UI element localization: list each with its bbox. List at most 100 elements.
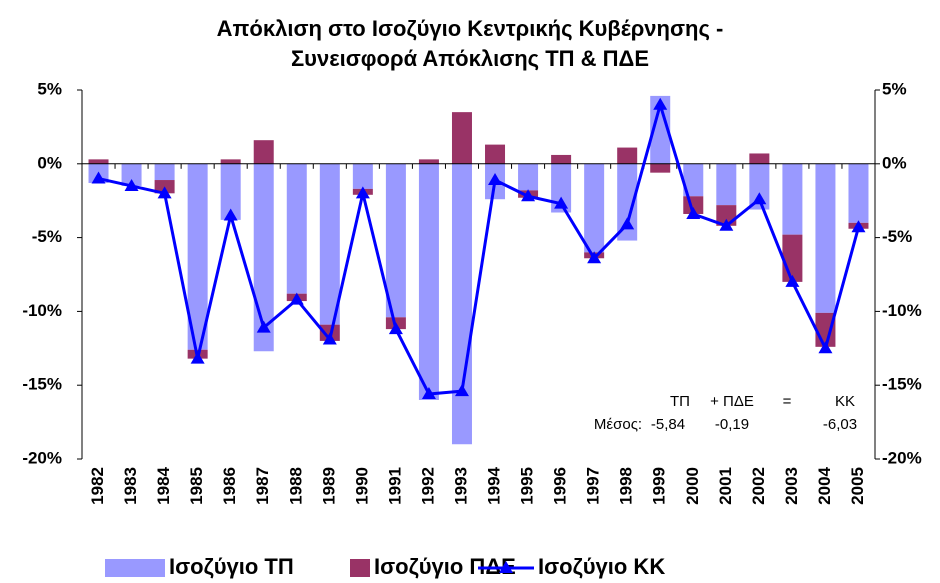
bar bbox=[319, 163, 340, 325]
annotation-value: -6,03 bbox=[823, 416, 857, 433]
line-marker bbox=[752, 192, 767, 205]
y2-tick-label: 0% bbox=[882, 153, 907, 172]
x-tick-label: 2002 bbox=[749, 467, 768, 505]
x-tick-label: 1983 bbox=[121, 467, 140, 505]
bar bbox=[418, 159, 439, 164]
y2-tick-label: 5% bbox=[882, 79, 907, 98]
legend-label: Ισοζύγιο ΤΠ bbox=[169, 554, 294, 579]
bar bbox=[617, 163, 638, 241]
x-tick-label: 2003 bbox=[782, 467, 801, 505]
bar bbox=[418, 163, 439, 400]
x-tick-label: 1982 bbox=[88, 467, 107, 505]
annotation-header: = bbox=[783, 393, 792, 410]
bar bbox=[154, 163, 175, 181]
bar bbox=[121, 163, 142, 186]
x-tick-label: 1994 bbox=[485, 466, 504, 504]
x-tick-label: 1997 bbox=[584, 467, 603, 505]
x-tick-label: 2001 bbox=[716, 467, 735, 505]
line-marker bbox=[620, 217, 635, 230]
y2-tick-label: -10% bbox=[882, 301, 922, 320]
bar bbox=[716, 163, 737, 206]
line-marker bbox=[256, 320, 271, 333]
bar bbox=[451, 163, 472, 445]
bar bbox=[749, 153, 770, 164]
bar bbox=[485, 144, 506, 164]
y2-tick-label: -15% bbox=[882, 375, 922, 394]
y-tick-label: -15% bbox=[22, 375, 62, 394]
x-tick-label: 1991 bbox=[385, 467, 404, 505]
bar bbox=[683, 163, 704, 197]
line bbox=[98, 99, 860, 396]
bar bbox=[220, 159, 241, 164]
annotation-value: -5,84 bbox=[651, 416, 685, 433]
x-tick-label: 2005 bbox=[848, 467, 867, 505]
line-marker bbox=[851, 220, 866, 233]
y-tick-label: 5% bbox=[37, 79, 62, 98]
y-tick-label: -5% bbox=[32, 227, 62, 246]
bar bbox=[551, 163, 572, 213]
annotation-header: ΚΚ bbox=[835, 393, 855, 410]
x-tick-label: 1986 bbox=[220, 467, 239, 505]
x-tick-label: 1984 bbox=[154, 466, 173, 504]
line-marker bbox=[388, 322, 403, 335]
legend-swatch bbox=[350, 559, 370, 577]
x-tick-label: 1998 bbox=[617, 467, 636, 505]
bar bbox=[782, 163, 803, 235]
legend-label: Ισοζύγιο ΠΔΕ bbox=[374, 554, 516, 579]
y2-tick-label: -5% bbox=[882, 227, 912, 246]
bar bbox=[551, 154, 572, 164]
bar bbox=[451, 112, 472, 164]
annotation-header: + ΠΔΕ bbox=[710, 393, 754, 410]
line-marker bbox=[91, 171, 106, 184]
x-tick-label: 1993 bbox=[451, 467, 470, 505]
x-tick-label: 1985 bbox=[187, 467, 206, 505]
line-marker bbox=[488, 173, 503, 186]
line-marker bbox=[554, 196, 569, 209]
line-marker bbox=[421, 387, 436, 400]
chart-title: Απόκλιση στο Ισοζύγιο Κεντρικής Κυβέρνησ… bbox=[217, 16, 724, 41]
bar bbox=[187, 163, 208, 350]
bar bbox=[88, 159, 109, 164]
line-marker bbox=[289, 292, 304, 305]
bar bbox=[518, 163, 539, 191]
line-marker bbox=[157, 186, 172, 199]
y-tick-label: 0% bbox=[37, 153, 62, 172]
line-marker bbox=[653, 97, 668, 110]
line-marker bbox=[521, 189, 536, 202]
x-tick-label: 1996 bbox=[551, 467, 570, 505]
line-marker bbox=[785, 274, 800, 287]
line-marker bbox=[454, 384, 469, 397]
bar bbox=[815, 163, 836, 313]
x-tick-label: 1995 bbox=[518, 467, 537, 505]
line-marker bbox=[719, 218, 734, 231]
bar bbox=[286, 163, 307, 294]
x-tick-label: 1988 bbox=[286, 467, 305, 505]
bar bbox=[584, 163, 605, 253]
line-marker bbox=[355, 186, 370, 199]
x-tick-label: 2000 bbox=[683, 467, 702, 505]
legend-marker bbox=[499, 561, 513, 573]
x-tick-label: 2004 bbox=[815, 466, 834, 504]
annotation-header: ΤΠ bbox=[670, 393, 690, 410]
bar bbox=[220, 163, 241, 220]
x-tick-label: 1992 bbox=[418, 467, 437, 505]
bar bbox=[650, 95, 671, 164]
y2-tick-label: -20% bbox=[882, 448, 922, 467]
x-tick-label: 1999 bbox=[650, 467, 669, 505]
line-marker bbox=[686, 206, 701, 219]
annotation-value: -0,19 bbox=[715, 416, 749, 433]
legend-label: Ισοζύγιο ΚΚ bbox=[538, 554, 665, 579]
bar bbox=[617, 147, 638, 164]
x-tick-label: 1990 bbox=[352, 467, 371, 505]
bar bbox=[749, 163, 770, 210]
chart-title: Συνεισφορά Απόκλισης ΤΠ & ΠΔΕ bbox=[291, 46, 649, 71]
bar bbox=[352, 163, 373, 189]
bar bbox=[253, 163, 274, 352]
bar bbox=[650, 163, 671, 173]
line-marker bbox=[322, 332, 337, 345]
line-marker bbox=[223, 208, 238, 221]
x-tick-label: 1989 bbox=[319, 467, 338, 505]
bar bbox=[253, 140, 274, 164]
annotation-label: Μέσος: bbox=[594, 416, 642, 433]
